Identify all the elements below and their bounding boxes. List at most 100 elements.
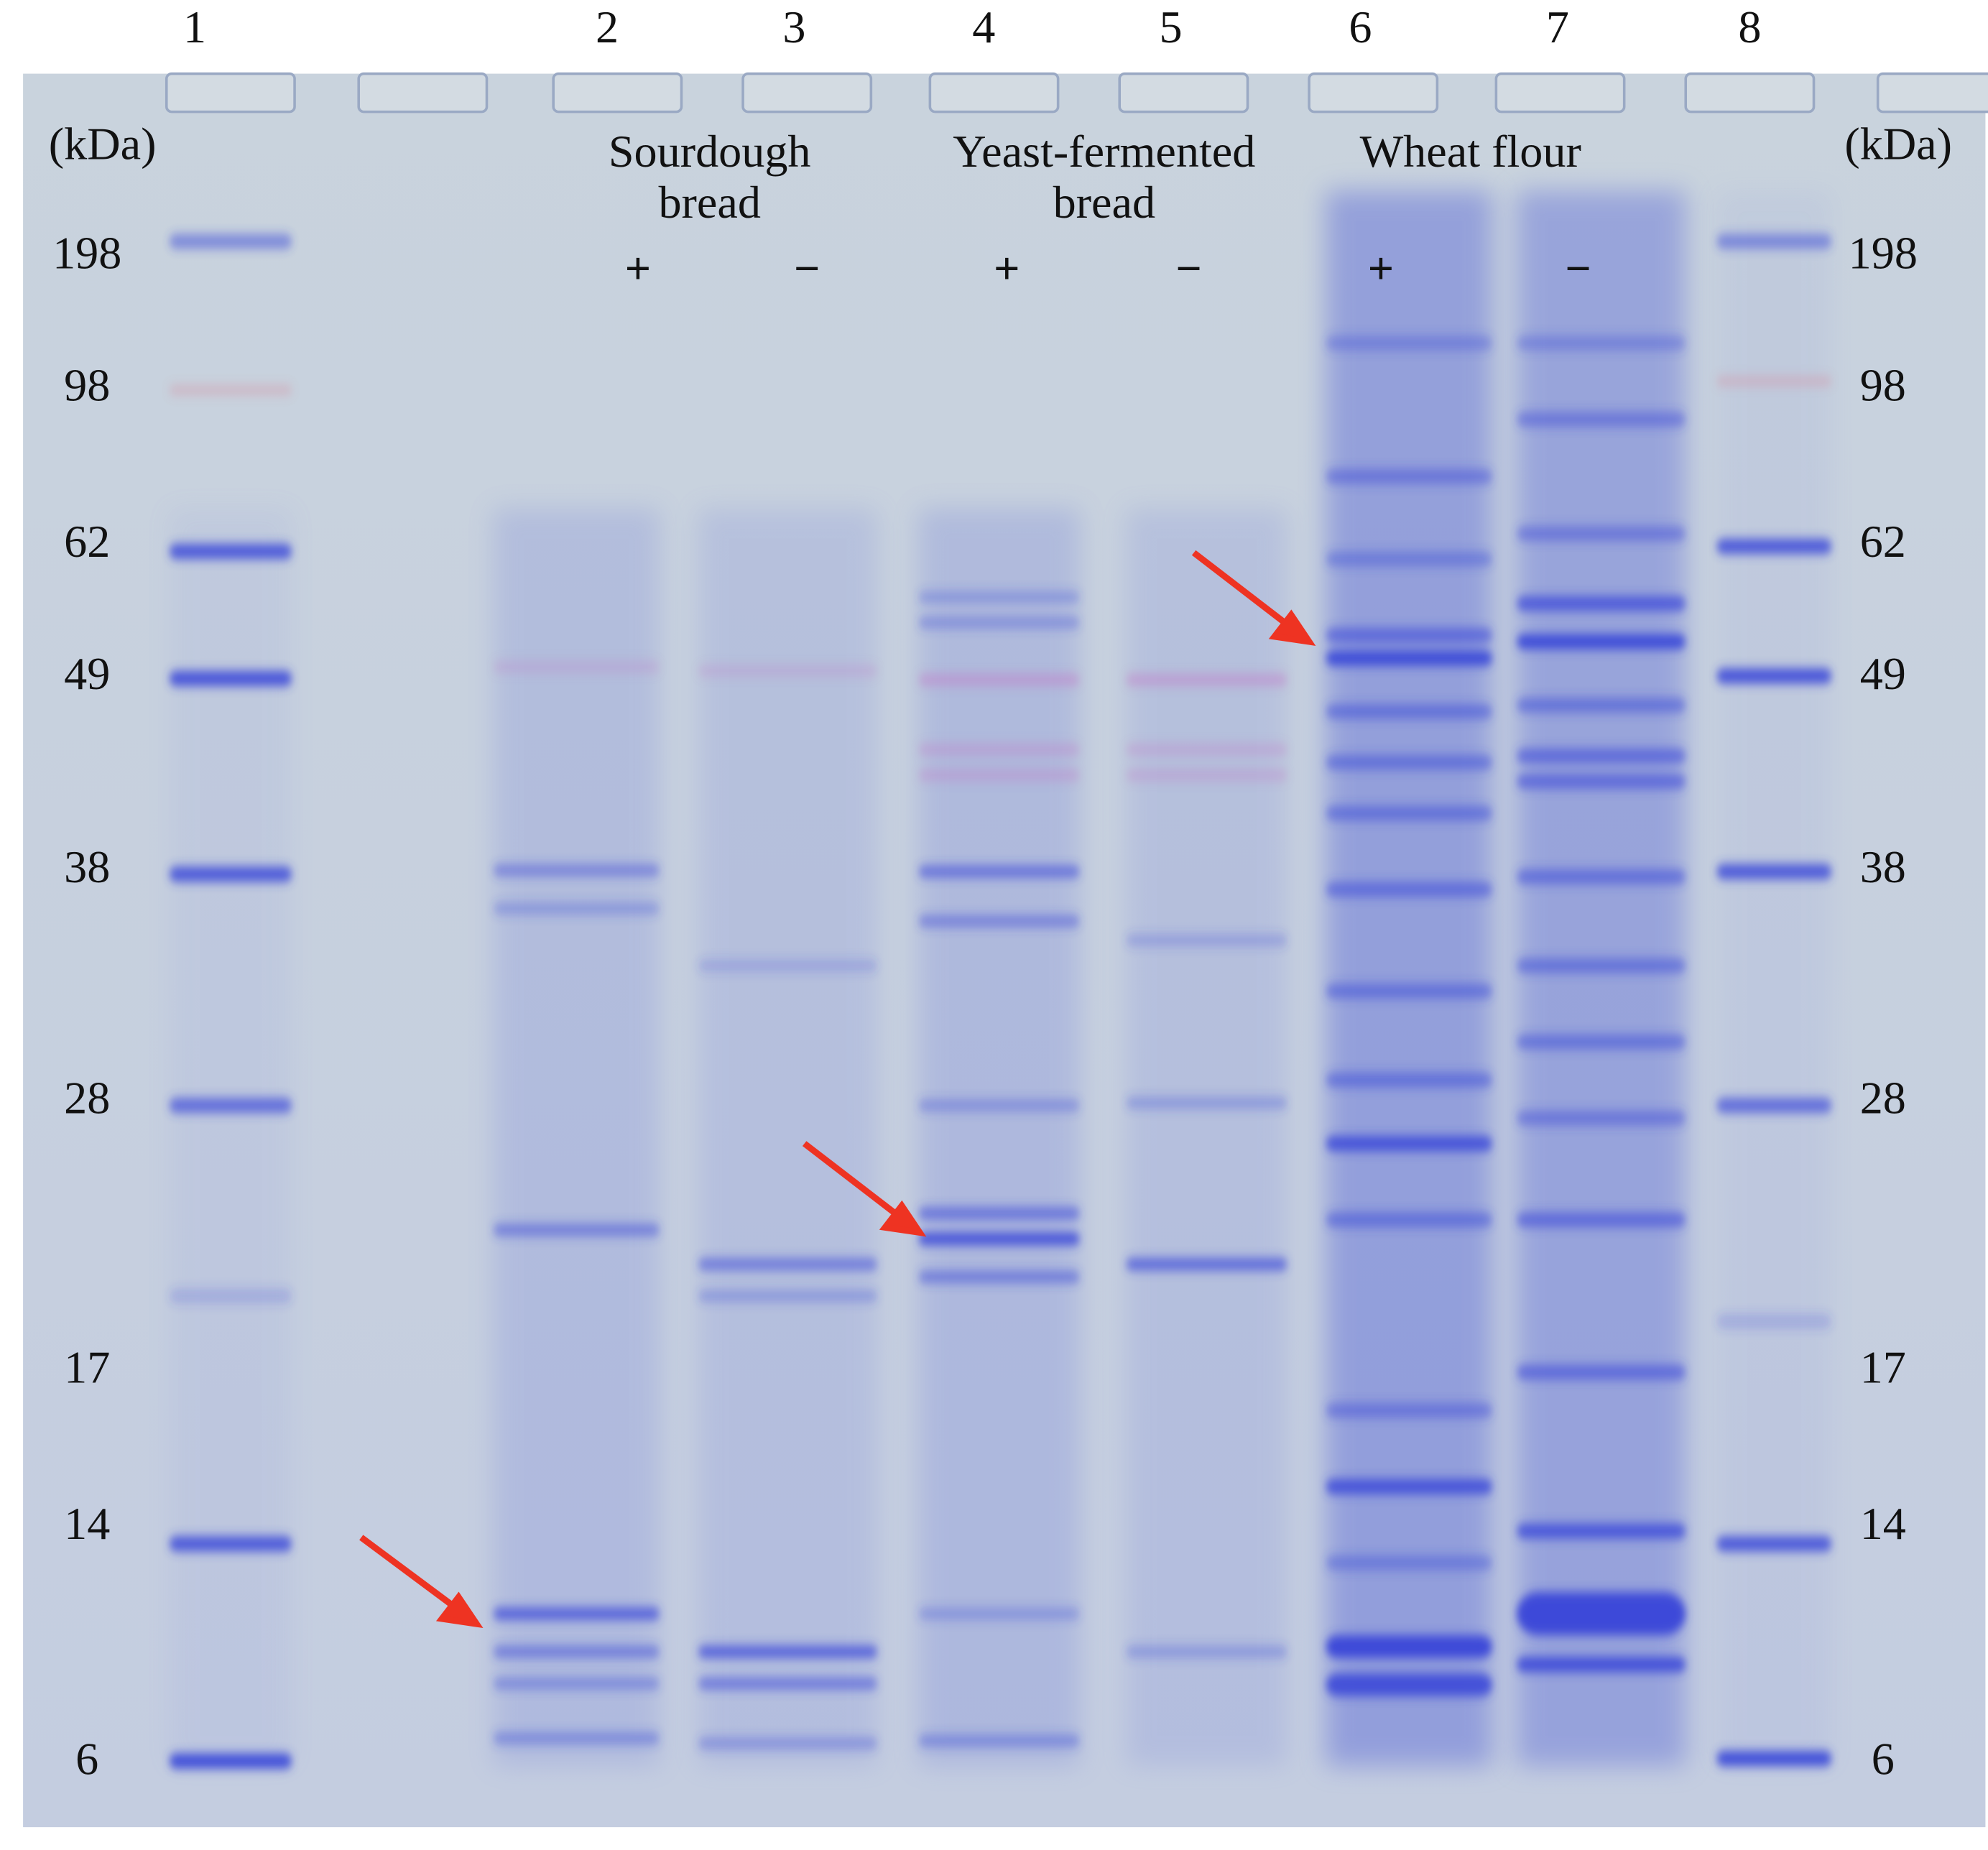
band: [169, 1098, 292, 1114]
lane-number: 3: [782, 1, 805, 52]
band: [1516, 526, 1686, 542]
band: [493, 1677, 660, 1691]
band: [1716, 864, 1832, 879]
treatment-sign: −: [1175, 243, 1202, 294]
band: [918, 1607, 1080, 1620]
marker-label: 49: [1860, 648, 1906, 699]
band: [1516, 1657, 1686, 1673]
lane-smear: [1716, 190, 1832, 1767]
group-label: bread: [1053, 177, 1156, 228]
band: [1716, 538, 1832, 555]
group-label: bread: [658, 177, 761, 228]
band: [1516, 869, 1686, 884]
band: [1716, 376, 1832, 387]
marker-label: 38: [1860, 841, 1906, 892]
well: [357, 72, 489, 114]
well: [1308, 72, 1439, 114]
band: [698, 1677, 878, 1691]
band: [698, 1290, 878, 1303]
lane-smear: [169, 508, 292, 1767]
marker-label: 98: [64, 360, 110, 411]
band: [1326, 1479, 1493, 1494]
band: [493, 902, 660, 915]
marker-label: 62: [1860, 516, 1906, 567]
group-label: Sourdough: [609, 126, 811, 177]
band: [1516, 634, 1686, 649]
band: [1326, 627, 1493, 643]
marker-label: 28: [64, 1073, 110, 1124]
band: [169, 384, 292, 396]
band: [1126, 1096, 1287, 1109]
treatment-sign: +: [1368, 243, 1395, 294]
band: [1716, 1313, 1832, 1329]
well: [1684, 72, 1816, 114]
band: [1326, 1673, 1493, 1697]
lane-number: 6: [1349, 1, 1372, 52]
arrow: [359, 1535, 466, 1617]
band: [1716, 668, 1832, 684]
marker-label: 38: [64, 841, 110, 892]
band: [698, 1257, 878, 1271]
marker-label: 198: [1849, 228, 1918, 279]
band: [1716, 1751, 1832, 1767]
band: [918, 591, 1080, 604]
well: [1118, 72, 1249, 114]
lane-smear: [1126, 508, 1287, 1767]
treatment-sign: +: [994, 243, 1020, 294]
well: [928, 72, 1060, 114]
band: [1516, 335, 1686, 351]
band: [698, 959, 878, 972]
marker-label: 28: [1860, 1073, 1906, 1124]
lane-number: 8: [1738, 1, 1761, 52]
band: [698, 664, 878, 677]
marker-label: 14: [1860, 1498, 1906, 1549]
band: [1326, 1072, 1493, 1088]
band: [918, 616, 1080, 629]
band: [1326, 1136, 1493, 1152]
labels: (kDa) (kDa) 1 2 3 4 5 6 7 8SourdoughbreadYeast-…: [49, 1, 1952, 1784]
band: [698, 1645, 878, 1658]
band: [493, 660, 660, 674]
band: [1326, 983, 1493, 999]
treatment-sign: −: [794, 243, 820, 294]
band: [493, 1224, 660, 1236]
band: [1516, 697, 1686, 713]
band: [1716, 233, 1832, 249]
arrow-head: [435, 1591, 484, 1629]
lane-number: 5: [1159, 1, 1182, 52]
lane-smear: [918, 508, 1080, 1767]
band: [493, 864, 660, 877]
lanes: [165, 72, 1988, 1767]
arrows: [359, 550, 1316, 1629]
band: [1516, 1034, 1686, 1050]
band: [1326, 1402, 1493, 1418]
marker-label: 198: [52, 228, 121, 279]
band: [918, 1232, 1080, 1246]
marker-label: 6: [75, 1734, 98, 1785]
lane-smear: [1516, 190, 1686, 1767]
lane-smear: [698, 508, 878, 1767]
group-label: Yeast-fermented: [953, 126, 1255, 177]
band: [918, 1099, 1080, 1112]
band: [169, 1753, 292, 1769]
band: [1326, 1635, 1493, 1658]
band: [1516, 1212, 1686, 1228]
band: [918, 743, 1080, 757]
band: [1326, 468, 1493, 484]
marker-label: 17: [1860, 1342, 1906, 1393]
band: [1516, 748, 1686, 764]
band: [1326, 1555, 1493, 1571]
band: [1326, 882, 1493, 897]
band: [918, 673, 1080, 687]
band: [1326, 805, 1493, 821]
marker-label: 98: [1860, 360, 1906, 411]
band: [1326, 754, 1493, 770]
band: [1516, 1110, 1686, 1126]
band: [493, 1645, 660, 1658]
band: [1716, 1536, 1832, 1552]
band: [169, 1288, 292, 1304]
band: [493, 1607, 660, 1620]
band: [1126, 673, 1287, 687]
band: [1516, 596, 1686, 611]
arrow: [802, 1141, 909, 1225]
